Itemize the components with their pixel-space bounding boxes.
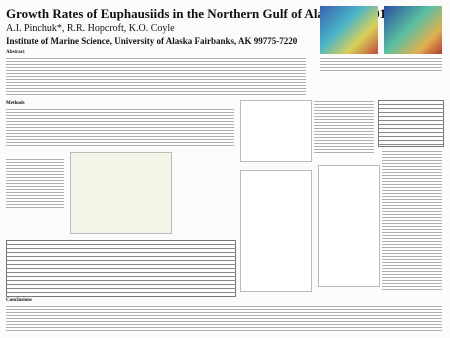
figure bbox=[240, 170, 312, 292]
title: Growth Rates of Euphausiids in the North… bbox=[6, 6, 420, 21]
figure bbox=[318, 165, 380, 287]
table bbox=[378, 100, 444, 147]
satellite-image bbox=[320, 6, 378, 54]
section-heading: Abstract bbox=[6, 50, 25, 55]
affiliation: Institute of Marine Science, University … bbox=[6, 36, 298, 46]
authors: A.I. Pinchuk*, R.R. Hopcroft, K.O. Coyle bbox=[6, 23, 175, 34]
text-block bbox=[314, 100, 374, 155]
satellite-image bbox=[384, 6, 442, 54]
table bbox=[6, 240, 236, 297]
section-heading: Conclusions bbox=[6, 298, 32, 303]
text-block bbox=[382, 150, 442, 290]
figure bbox=[240, 100, 312, 162]
text-block bbox=[6, 108, 234, 148]
text-block bbox=[6, 305, 442, 333]
text-block bbox=[6, 158, 64, 208]
text-block bbox=[320, 57, 442, 71]
section-heading: Methods bbox=[6, 101, 25, 106]
station-map bbox=[70, 152, 172, 234]
text-block bbox=[6, 57, 306, 97]
